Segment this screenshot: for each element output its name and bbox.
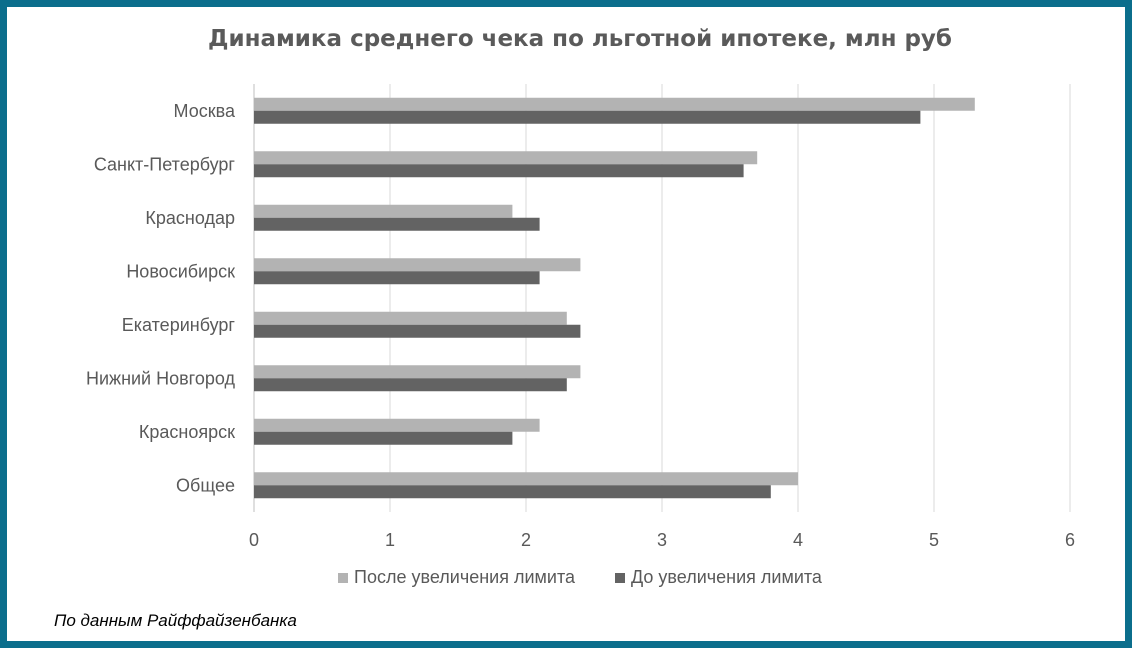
bar-before-7	[254, 485, 771, 499]
x-tick-label: 2	[521, 530, 531, 550]
bar-before-0	[254, 110, 921, 124]
legend: После увеличения лимита До увеличения ли…	[0, 567, 1132, 588]
x-tick-label: 5	[929, 530, 939, 550]
source-note: По данным Райффайзенбанка	[54, 611, 297, 630]
chart-title: Динамика среднего чека по льготной ипоте…	[208, 26, 952, 52]
category-label: Санкт-Петербург	[94, 154, 236, 174]
bar-after-2	[254, 204, 513, 218]
bar-after-0	[254, 97, 975, 111]
legend-label-before: До увеличения лимита	[631, 567, 822, 587]
category-label: Москва	[174, 101, 236, 121]
x-tick-label: 4	[793, 530, 803, 550]
x-tick-label: 3	[657, 530, 667, 550]
bar-before-1	[254, 164, 744, 178]
category-label: Екатеринбург	[122, 315, 236, 335]
category-label: Нижний Новгород	[86, 368, 236, 388]
bar-before-2	[254, 217, 540, 231]
bar-before-5	[254, 378, 567, 392]
category-label: Общее	[176, 475, 235, 495]
bar-after-6	[254, 418, 540, 432]
x-tick-label: 0	[249, 530, 259, 550]
bar-after-1	[254, 151, 758, 165]
x-tick-label: 1	[385, 530, 395, 550]
x-tick-label: 6	[1065, 530, 1075, 550]
legend-swatch-before	[615, 572, 626, 583]
bar-after-7	[254, 472, 798, 486]
category-label: Краснодар	[145, 208, 235, 228]
legend-item-before: До увеличения лимита	[615, 567, 822, 588]
bar-after-4	[254, 311, 567, 325]
legend-label-after: После увеличения лимита	[354, 567, 576, 587]
legend-item-after: После увеличения лимита	[338, 567, 575, 588]
category-label: Красноярск	[139, 422, 235, 442]
bar-before-6	[254, 431, 513, 445]
bar-before-4	[254, 324, 581, 338]
bar-before-3	[254, 271, 540, 285]
bar-after-5	[254, 365, 581, 379]
category-label: Новосибирск	[126, 261, 235, 281]
legend-swatch-after	[338, 572, 349, 583]
bar-after-3	[254, 258, 581, 272]
